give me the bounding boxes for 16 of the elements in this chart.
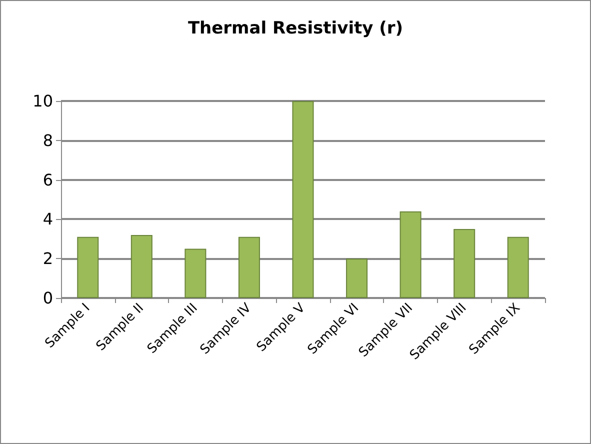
bar [346, 258, 368, 298]
y-tick-label: 0 [42, 288, 53, 308]
bar [238, 236, 260, 298]
bar [454, 229, 476, 298]
y-tick-label: 10 [32, 92, 53, 110]
y-tick-label: 6 [42, 170, 53, 190]
y-tick-label: 4 [42, 210, 53, 229]
bar [400, 211, 422, 298]
bar [184, 248, 206, 298]
bar [77, 236, 99, 298]
y-tick-label: 2 [42, 249, 53, 268]
y-tick-label: 8 [42, 130, 53, 150]
chart-title: Thermal Resistivity (r) [188, 18, 404, 38]
bar [292, 101, 314, 298]
bar [130, 234, 152, 298]
bar [507, 236, 529, 298]
